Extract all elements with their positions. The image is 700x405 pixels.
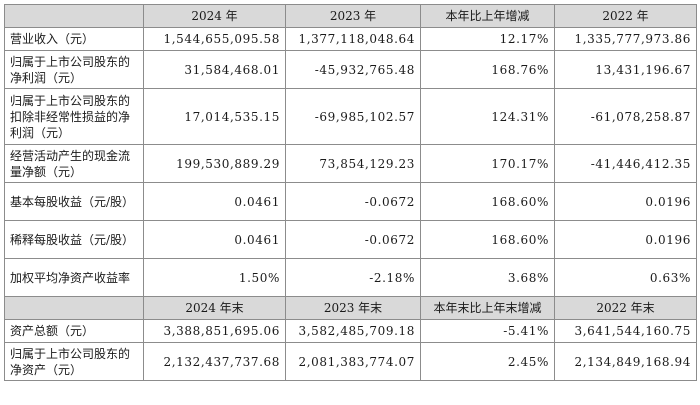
value-cell: 168.76% bbox=[420, 50, 555, 89]
value-cell: 2,081,383,774.07 bbox=[285, 342, 421, 381]
table-row: 归属于上市公司股东的净利润（元） 31,584,468.01 -45,932,7… bbox=[4, 50, 697, 89]
value-cell: -0.0672 bbox=[285, 182, 421, 221]
value-cell: 31,584,468.01 bbox=[143, 50, 286, 89]
value-cell: 0.0461 bbox=[143, 182, 286, 221]
value-cell: -69,985,102.57 bbox=[285, 88, 421, 145]
value-cell: 168.60% bbox=[420, 182, 555, 221]
value-cell: 0.63% bbox=[554, 258, 697, 297]
value-cell: -41,446,412.35 bbox=[554, 144, 697, 183]
value-cell: 3.68% bbox=[420, 258, 555, 297]
table-row: 稀释每股收益（元/股） 0.0461 -0.0672 168.60% 0.019… bbox=[4, 220, 697, 259]
value-cell: 13,431,196.67 bbox=[554, 50, 697, 89]
value-cell: 0.0196 bbox=[554, 220, 697, 259]
value-cell: -5.41% bbox=[420, 319, 555, 343]
header-cell: 2024 年末 bbox=[143, 296, 286, 320]
row-label: 稀释每股收益（元/股） bbox=[4, 220, 144, 259]
table-row: 经营活动产生的现金流量净额（元） 199,530,889.29 73,854,1… bbox=[4, 144, 697, 183]
table-row: 归属于上市公司股东的净资产（元） 2,132,437,737.68 2,081,… bbox=[4, 342, 697, 381]
table-row: 基本每股收益（元/股） 0.0461 -0.0672 168.60% 0.019… bbox=[4, 182, 697, 221]
header-cell bbox=[4, 296, 144, 320]
table-row: 资产总额（元） 3,388,851,695.06 3,582,485,709.1… bbox=[4, 319, 697, 343]
table-header-row: 2024 年末 2023 年末 本年末比上年末增减 2022 年末 bbox=[4, 296, 697, 320]
header-cell: 2023 年 bbox=[285, 4, 421, 28]
value-cell: 12.17% bbox=[420, 27, 555, 51]
value-cell: 2,132,437,737.68 bbox=[143, 342, 286, 381]
header-cell: 2022 年 bbox=[554, 4, 697, 28]
row-label: 归属于上市公司股东的净利润（元） bbox=[4, 50, 144, 89]
table-row: 归属于上市公司股东的扣除非经常性损益的净利润（元） 17,014,535.15 … bbox=[4, 88, 697, 145]
row-label: 归属于上市公司股东的净资产（元） bbox=[4, 342, 144, 381]
row-label: 经营活动产生的现金流量净额（元） bbox=[4, 144, 144, 183]
value-cell: 1,335,777,973.86 bbox=[554, 27, 697, 51]
value-cell: -0.0672 bbox=[285, 220, 421, 259]
value-cell: 3,388,851,695.06 bbox=[143, 319, 286, 343]
value-cell: 168.60% bbox=[420, 220, 555, 259]
table-row: 营业收入（元） 1,544,655,095.58 1,377,118,048.6… bbox=[4, 27, 697, 51]
header-cell: 2022 年末 bbox=[554, 296, 697, 320]
header-cell: 本年末比上年末增减 bbox=[420, 296, 555, 320]
value-cell: 2.45% bbox=[420, 342, 555, 381]
row-label: 归属于上市公司股东的扣除非经常性损益的净利润（元） bbox=[4, 88, 144, 145]
value-cell: 124.31% bbox=[420, 88, 555, 145]
table-header-row: 2024 年 2023 年 本年比上年增减 2022 年 bbox=[4, 4, 697, 28]
value-cell: 73,854,129.23 bbox=[285, 144, 421, 183]
value-cell: -2.18% bbox=[285, 258, 421, 297]
header-cell: 本年比上年增减 bbox=[420, 4, 555, 28]
header-cell: 2024 年 bbox=[143, 4, 286, 28]
header-cell: 2023 年末 bbox=[285, 296, 421, 320]
row-label: 加权平均净资产收益率 bbox=[4, 258, 144, 297]
row-label: 基本每股收益（元/股） bbox=[4, 182, 144, 221]
financial-data-table: 2024 年 2023 年 本年比上年增减 2022 年 营业收入（元） 1,5… bbox=[4, 4, 697, 381]
row-label: 资产总额（元） bbox=[4, 319, 144, 343]
value-cell: 3,582,485,709.18 bbox=[285, 319, 421, 343]
value-cell: -61,078,258.87 bbox=[554, 88, 697, 145]
value-cell: 1.50% bbox=[143, 258, 286, 297]
table-row: 加权平均净资产收益率 1.50% -2.18% 3.68% 0.63% bbox=[4, 258, 697, 297]
value-cell: 0.0461 bbox=[143, 220, 286, 259]
value-cell: -45,932,765.48 bbox=[285, 50, 421, 89]
value-cell: 3,641,544,160.75 bbox=[554, 319, 697, 343]
value-cell: 1,377,118,048.64 bbox=[285, 27, 421, 51]
row-label: 营业收入（元） bbox=[4, 27, 144, 51]
value-cell: 199,530,889.29 bbox=[143, 144, 286, 183]
header-cell bbox=[4, 4, 144, 28]
value-cell: 17,014,535.15 bbox=[143, 88, 286, 145]
value-cell: 0.0196 bbox=[554, 182, 697, 221]
value-cell: 1,544,655,095.58 bbox=[143, 27, 286, 51]
value-cell: 170.17% bbox=[420, 144, 555, 183]
value-cell: 2,134,849,168.94 bbox=[554, 342, 697, 381]
